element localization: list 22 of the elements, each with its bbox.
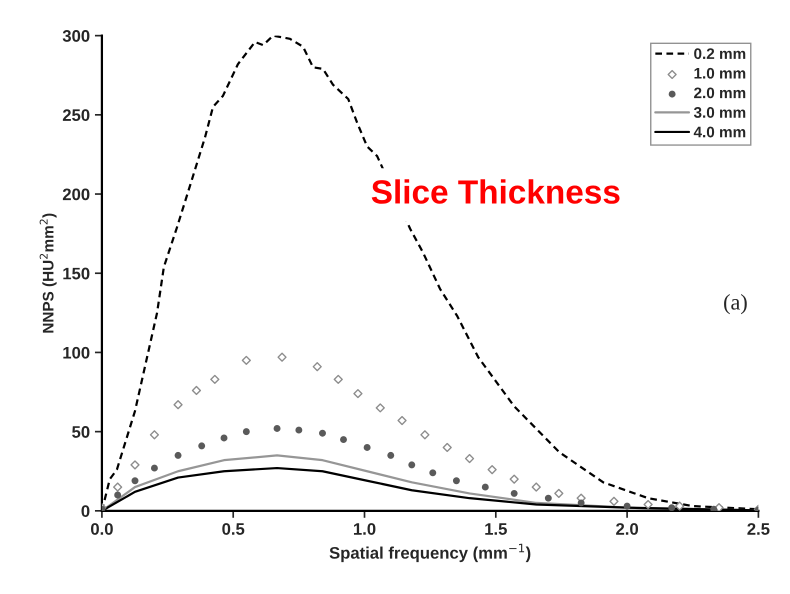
legend-label: 1.0 mm (694, 68, 746, 79)
annotation: Slice Thickness (372, 179, 620, 204)
x-tick-label: 0.0 (90, 523, 113, 535)
y-axis-title: NNPS (HU$^{2}$mm$^{2}$) (40, 214, 57, 333)
x-tick-label: 0.5 (222, 523, 244, 535)
y-tick-label: 150 (63, 268, 90, 280)
y-tick-label: 0 (81, 505, 90, 518)
legend-label: 0.2 mm (694, 48, 746, 60)
legend-label: 2.0 mm (694, 87, 746, 98)
y-tick-label: 300 (62, 30, 90, 42)
legend-label: 3.0 mm (694, 107, 746, 118)
x-tick-label: 2.5 (747, 523, 770, 535)
y-tick-label: 100 (63, 346, 90, 359)
y-tick-label: 50 (72, 426, 90, 438)
legend-label: 4.0 mm (694, 126, 746, 138)
x-tick-label: 1.0 (354, 523, 376, 535)
x-tick-label: 1.5 (485, 523, 507, 535)
x-tick-label: 2.0 (616, 523, 638, 535)
y-tick-label: 250 (62, 109, 90, 122)
annotation: (a) (724, 294, 747, 314)
y-tick-label: 200 (62, 188, 90, 200)
x-axis-title: Spatial frequency (mm$^{−1}$) (330, 544, 530, 562)
